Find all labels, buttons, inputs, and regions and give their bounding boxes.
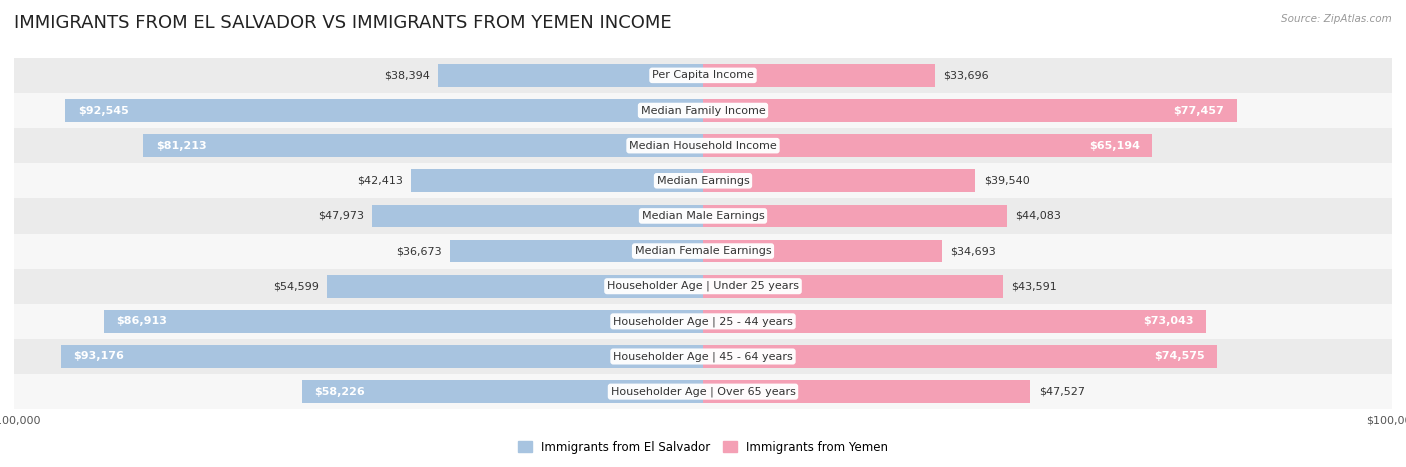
Text: $81,213: $81,213	[156, 141, 207, 151]
Text: Median Household Income: Median Household Income	[628, 141, 778, 151]
Bar	[703, 275, 1004, 297]
Bar	[703, 345, 1216, 368]
Text: Median Male Earnings: Median Male Earnings	[641, 211, 765, 221]
Bar	[703, 170, 976, 192]
Bar	[66, 99, 703, 122]
Bar	[14, 93, 1392, 128]
Bar	[703, 64, 935, 87]
Text: $65,194: $65,194	[1088, 141, 1140, 151]
Bar	[14, 374, 1392, 409]
Text: $43,591: $43,591	[1011, 281, 1057, 291]
Text: $93,176: $93,176	[73, 352, 124, 361]
Bar	[14, 234, 1392, 269]
Bar	[14, 198, 1392, 234]
Bar	[14, 304, 1392, 339]
Text: IMMIGRANTS FROM EL SALVADOR VS IMMIGRANTS FROM YEMEN INCOME: IMMIGRANTS FROM EL SALVADOR VS IMMIGRANT…	[14, 14, 672, 32]
Text: $47,527: $47,527	[1039, 387, 1084, 396]
Text: Per Capita Income: Per Capita Income	[652, 71, 754, 80]
Text: $54,599: $54,599	[273, 281, 319, 291]
Text: $39,540: $39,540	[984, 176, 1029, 186]
Bar	[703, 310, 1206, 333]
Text: $74,575: $74,575	[1154, 352, 1205, 361]
Bar	[450, 240, 703, 262]
Bar	[14, 269, 1392, 304]
Text: Median Family Income: Median Family Income	[641, 106, 765, 115]
Text: Median Female Earnings: Median Female Earnings	[634, 246, 772, 256]
Text: Householder Age | 45 - 64 years: Householder Age | 45 - 64 years	[613, 351, 793, 362]
Text: $36,673: $36,673	[396, 246, 441, 256]
Text: $42,413: $42,413	[357, 176, 402, 186]
Text: $34,693: $34,693	[950, 246, 995, 256]
Bar	[143, 134, 703, 157]
Bar	[703, 134, 1152, 157]
Bar	[14, 58, 1392, 93]
Text: $77,457: $77,457	[1174, 106, 1225, 115]
Bar	[60, 345, 703, 368]
Legend: Immigrants from El Salvador, Immigrants from Yemen: Immigrants from El Salvador, Immigrants …	[513, 436, 893, 458]
Text: $92,545: $92,545	[77, 106, 128, 115]
Text: Median Earnings: Median Earnings	[657, 176, 749, 186]
Bar	[302, 380, 703, 403]
Bar	[703, 205, 1007, 227]
Text: Householder Age | Over 65 years: Householder Age | Over 65 years	[610, 386, 796, 397]
Bar	[703, 380, 1031, 403]
Text: $86,913: $86,913	[117, 316, 167, 326]
Text: Source: ZipAtlas.com: Source: ZipAtlas.com	[1281, 14, 1392, 24]
Bar	[14, 128, 1392, 163]
Bar	[14, 163, 1392, 198]
Text: $33,696: $33,696	[943, 71, 988, 80]
Text: Householder Age | 25 - 44 years: Householder Age | 25 - 44 years	[613, 316, 793, 326]
Text: $47,973: $47,973	[318, 211, 364, 221]
Text: $58,226: $58,226	[315, 387, 366, 396]
Bar	[411, 170, 703, 192]
Bar	[439, 64, 703, 87]
Bar	[703, 99, 1237, 122]
Text: $38,394: $38,394	[384, 71, 430, 80]
Text: $44,083: $44,083	[1015, 211, 1062, 221]
Text: Householder Age | Under 25 years: Householder Age | Under 25 years	[607, 281, 799, 291]
Bar	[703, 240, 942, 262]
Bar	[373, 205, 703, 227]
Bar	[326, 275, 703, 297]
Bar	[14, 339, 1392, 374]
Text: $73,043: $73,043	[1143, 316, 1194, 326]
Bar	[104, 310, 703, 333]
